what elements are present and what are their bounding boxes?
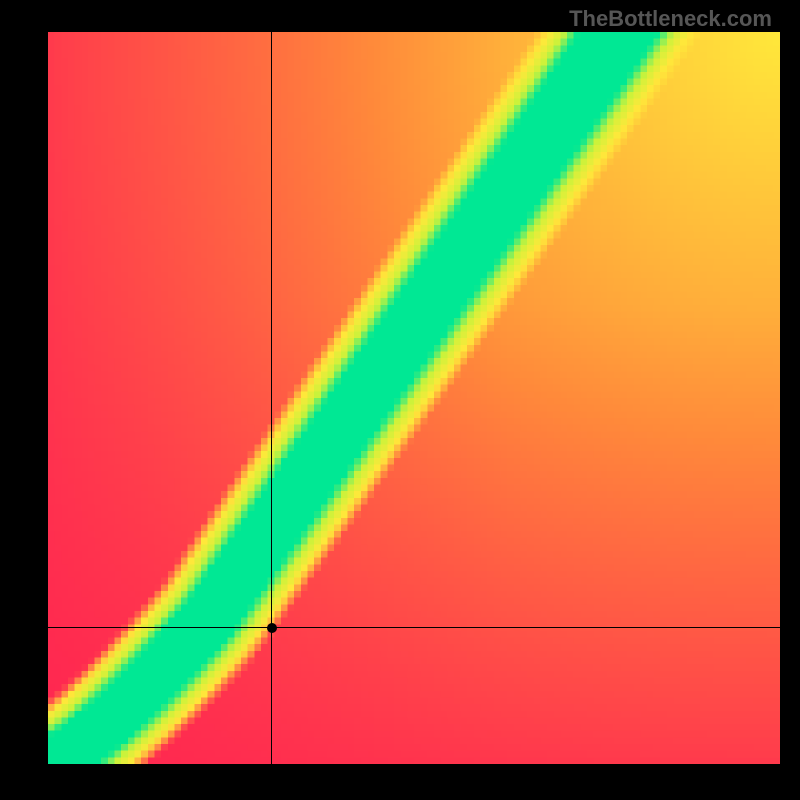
watermark-text: TheBottleneck.com [569, 6, 772, 32]
crosshair-marker [267, 623, 277, 633]
bottleneck-heatmap [48, 32, 780, 764]
crosshair-horizontal [48, 627, 780, 628]
crosshair-vertical [271, 32, 272, 764]
